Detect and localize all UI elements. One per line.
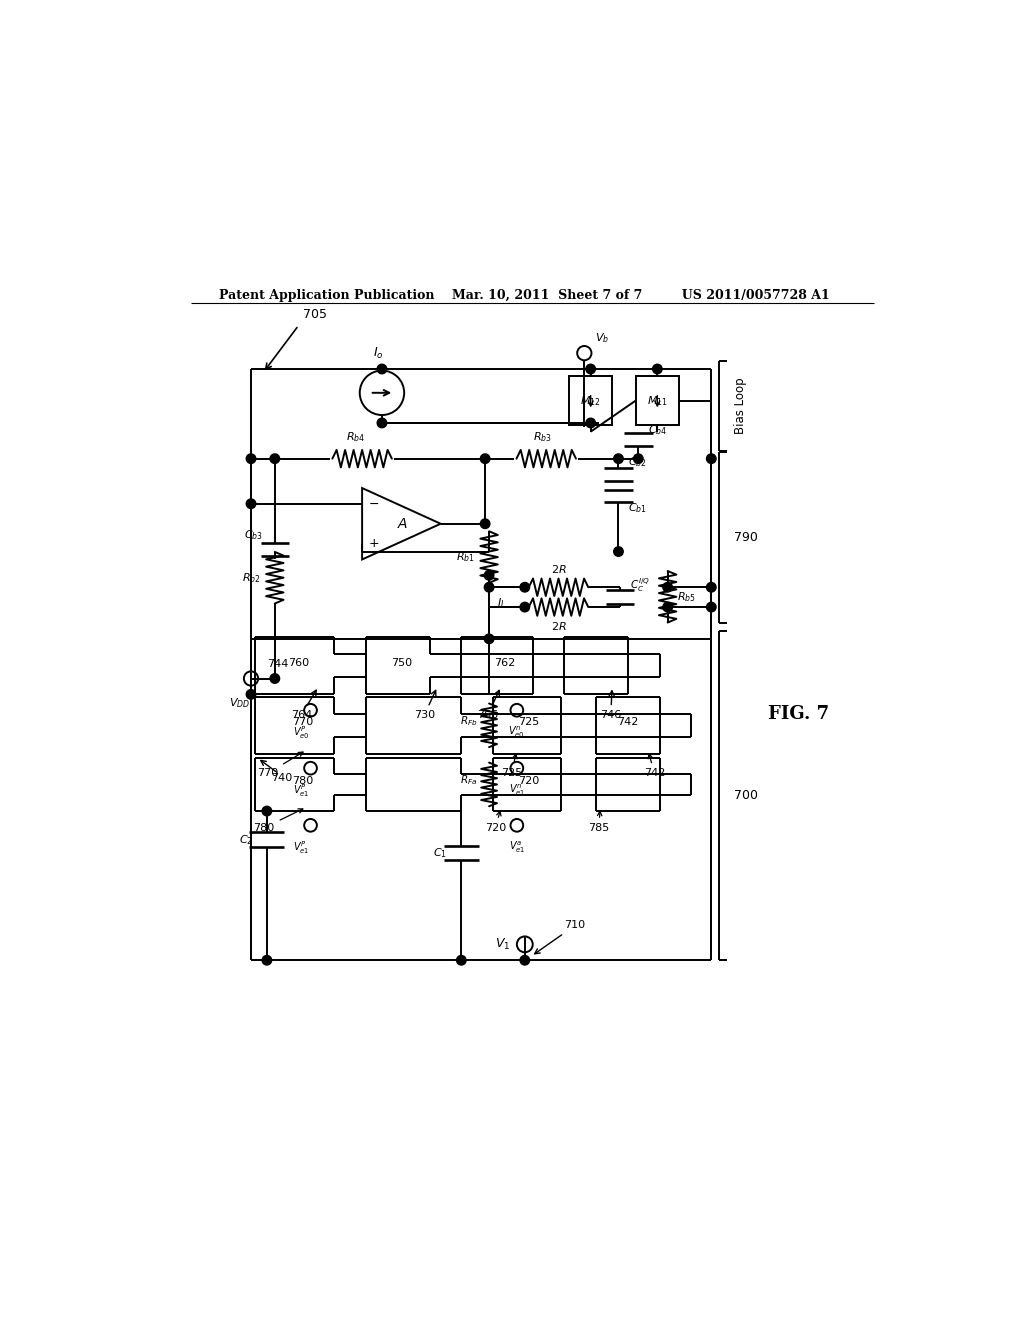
Text: $V_{e0}^n$: $V_{e0}^n$ <box>509 725 525 741</box>
Text: 746: 746 <box>600 690 622 721</box>
Text: 780: 780 <box>292 776 313 787</box>
Text: $C_2$: $C_2$ <box>239 833 253 846</box>
Text: 742: 742 <box>644 754 666 777</box>
Text: $+$: $+$ <box>369 537 380 550</box>
Text: 766: 766 <box>477 690 500 721</box>
Circle shape <box>480 454 489 463</box>
Text: 720: 720 <box>485 810 507 833</box>
Text: FIG. 7: FIG. 7 <box>768 705 829 723</box>
Circle shape <box>707 582 716 591</box>
Text: $C_{b4}$: $C_{b4}$ <box>648 422 667 437</box>
Text: $R_{Fb}$: $R_{Fb}$ <box>460 714 477 729</box>
Circle shape <box>377 418 387 428</box>
Text: 720: 720 <box>518 776 540 787</box>
Circle shape <box>270 454 280 463</box>
Text: $I_L$: $I_L$ <box>497 597 506 610</box>
Text: $C_1$: $C_1$ <box>433 846 447 861</box>
Text: $V_1$: $V_1$ <box>496 937 511 952</box>
Circle shape <box>586 364 595 374</box>
Circle shape <box>634 454 643 463</box>
Circle shape <box>484 570 494 579</box>
Circle shape <box>520 582 529 591</box>
Text: 762: 762 <box>495 657 516 668</box>
Text: 785: 785 <box>588 812 609 833</box>
Circle shape <box>520 956 529 965</box>
Text: 760: 760 <box>288 657 309 668</box>
Text: $I_o$: $I_o$ <box>373 346 383 362</box>
Text: $V_{e1}^P$: $V_{e1}^P$ <box>293 840 309 857</box>
Text: $V_{e1}^a$: $V_{e1}^a$ <box>509 840 525 855</box>
Text: 790: 790 <box>733 531 758 544</box>
Circle shape <box>663 602 673 612</box>
Text: 764: 764 <box>291 690 316 721</box>
Text: $R_{b5}$: $R_{b5}$ <box>677 590 696 603</box>
Text: 742: 742 <box>617 717 639 727</box>
Text: 730: 730 <box>414 690 436 721</box>
Text: $V_{e1}^n$: $V_{e1}^n$ <box>509 783 525 797</box>
Circle shape <box>480 519 489 528</box>
Circle shape <box>262 807 271 816</box>
Circle shape <box>707 454 716 463</box>
Text: 725: 725 <box>501 754 522 777</box>
Circle shape <box>246 499 256 508</box>
Circle shape <box>652 364 663 374</box>
Circle shape <box>246 689 256 700</box>
Text: $C_{b1}$: $C_{b1}$ <box>628 502 647 515</box>
Text: 700: 700 <box>733 789 758 803</box>
Text: $2R$: $2R$ <box>551 562 566 574</box>
Circle shape <box>246 454 256 463</box>
Text: 744: 744 <box>267 659 288 669</box>
Text: $V_b$: $V_b$ <box>595 331 609 346</box>
Circle shape <box>484 582 494 591</box>
Text: $-$: $-$ <box>369 498 380 511</box>
Text: Patent Application Publication    Mar. 10, 2011  Sheet 7 of 7         US 2011/00: Patent Application Publication Mar. 10, … <box>219 289 830 302</box>
Circle shape <box>613 454 624 463</box>
Bar <box>569 376 612 425</box>
Circle shape <box>270 673 280 684</box>
Text: $V_{DD}$: $V_{DD}$ <box>228 696 250 710</box>
Text: $C_{b3}$: $C_{b3}$ <box>244 528 263 543</box>
Text: $R_{b2}$: $R_{b2}$ <box>242 570 260 585</box>
Text: $V_{e0}^P$: $V_{e0}^P$ <box>293 725 309 742</box>
Text: 740: 740 <box>270 772 292 783</box>
Text: A: A <box>398 516 408 531</box>
Text: 770: 770 <box>257 752 303 777</box>
Circle shape <box>262 956 271 965</box>
Text: $M_{11}$: $M_{11}$ <box>647 393 668 408</box>
Text: $C_C^{I/Q}$: $C_C^{I/Q}$ <box>630 577 649 594</box>
Text: $C_{b2}$: $C_{b2}$ <box>628 455 647 469</box>
Text: 780: 780 <box>254 809 303 833</box>
Text: $M_{12}$: $M_{12}$ <box>581 393 601 408</box>
Text: 725: 725 <box>518 717 540 727</box>
Text: Bias Loop: Bias Loop <box>733 378 746 434</box>
Circle shape <box>484 634 494 644</box>
Circle shape <box>520 602 529 612</box>
Circle shape <box>586 418 595 428</box>
Text: $V_{e1}^P$: $V_{e1}^P$ <box>293 783 309 800</box>
Text: 750: 750 <box>391 657 413 668</box>
Text: 710: 710 <box>535 920 586 954</box>
Circle shape <box>613 546 624 556</box>
Text: $R_{b3}$: $R_{b3}$ <box>532 430 552 445</box>
Text: 770: 770 <box>292 717 313 727</box>
Text: $2R$: $2R$ <box>551 620 566 632</box>
Text: 705: 705 <box>303 309 327 321</box>
Text: $R_{Fa}$: $R_{Fa}$ <box>460 774 477 788</box>
Text: $R_{b1}$: $R_{b1}$ <box>456 550 475 564</box>
Circle shape <box>457 956 466 965</box>
Circle shape <box>663 582 673 591</box>
Bar <box>636 376 679 425</box>
Text: $R_{b4}$: $R_{b4}$ <box>346 430 366 445</box>
Circle shape <box>377 364 387 374</box>
Circle shape <box>707 602 716 612</box>
